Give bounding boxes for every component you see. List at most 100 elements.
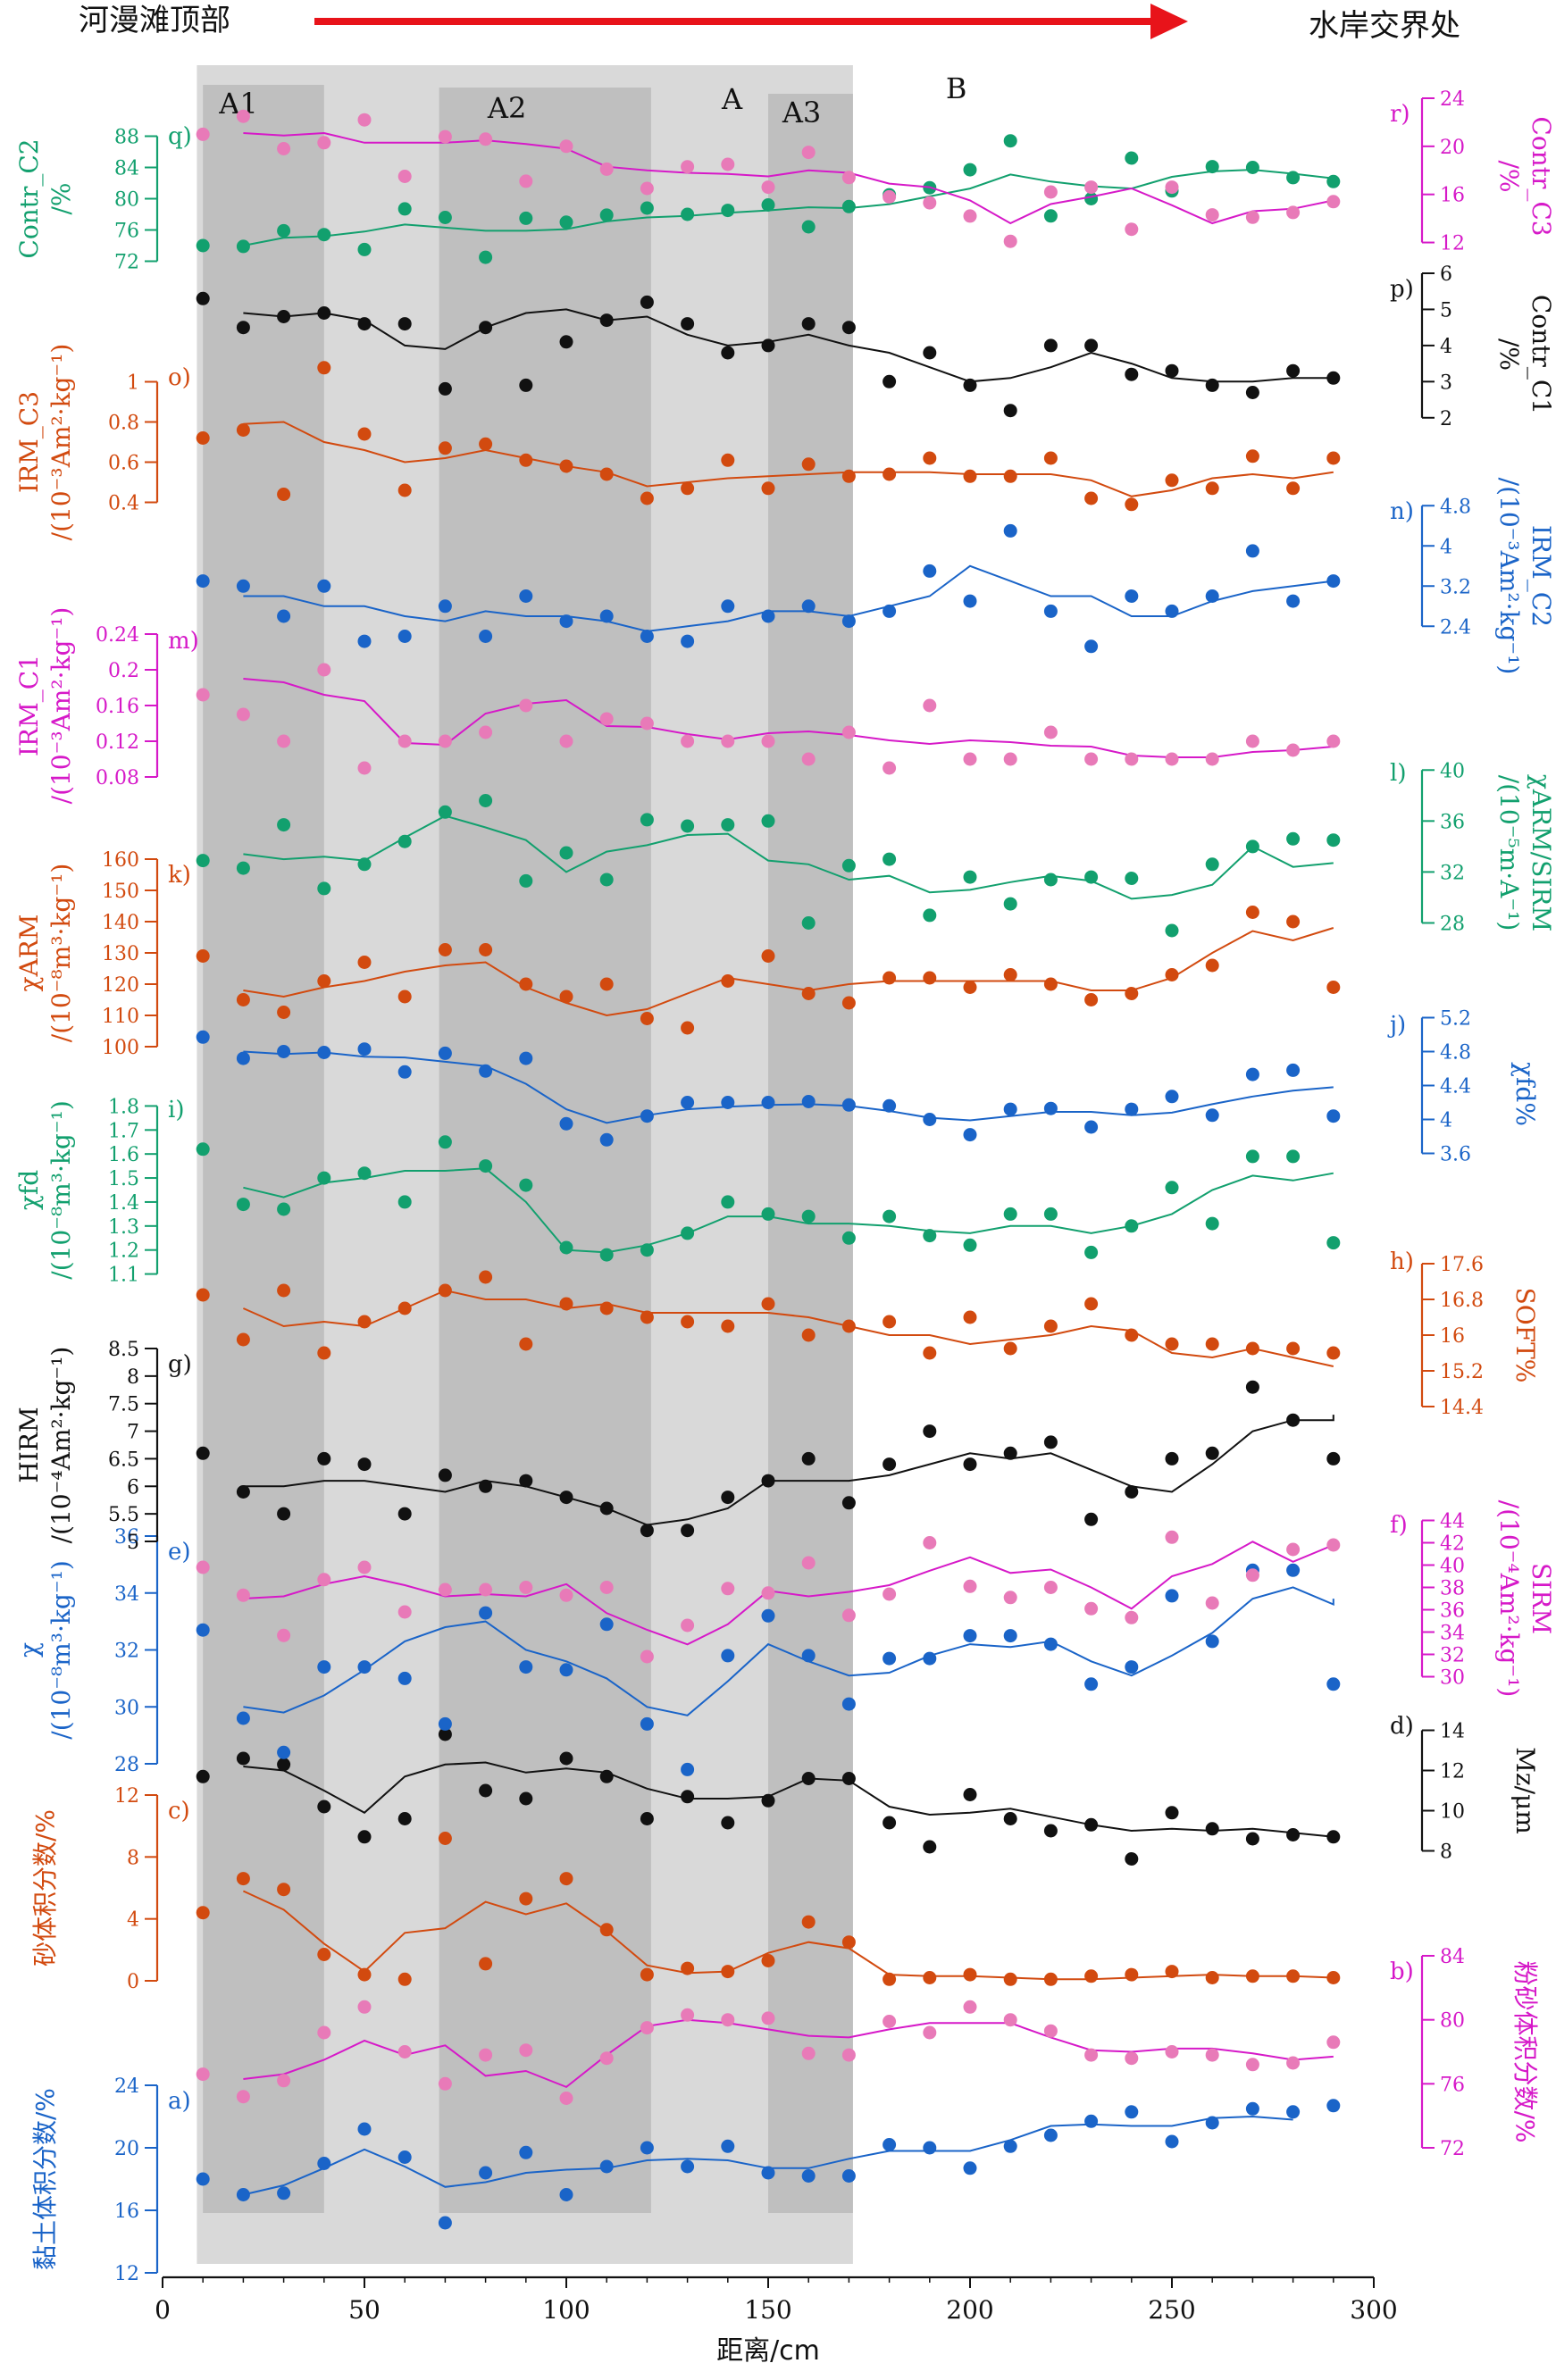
panel-c-point	[559, 1872, 573, 1886]
panel-l-point	[1245, 839, 1259, 854]
panel-q-point	[519, 211, 533, 225]
panel-m-point	[1125, 752, 1139, 766]
panel-p-point	[1165, 363, 1179, 378]
panel-i-point	[963, 1238, 977, 1252]
panel-g-point	[196, 1446, 210, 1460]
panel-m-point	[1286, 743, 1301, 757]
panel-o-point	[1286, 481, 1301, 496]
panel-p-letter: p)	[1390, 276, 1414, 303]
panel-g-point	[519, 1474, 533, 1488]
panel-m-point	[1326, 734, 1341, 748]
panel-d-point	[681, 1790, 695, 1804]
panel-r: 12 16 20 24 r) Contr_C3/%	[196, 88, 1556, 255]
panel-e-point	[1326, 1677, 1341, 1691]
panel-h-letter: h)	[1390, 1248, 1414, 1275]
panel-q-point	[963, 163, 977, 177]
panel-b-point	[1003, 2013, 1017, 2027]
panel-f-point	[599, 1581, 614, 1594]
panel-h-point	[963, 1310, 977, 1324]
panel-j-point	[963, 1128, 977, 1142]
panel-n-point	[1043, 604, 1058, 618]
panel-q-tick-label: 76	[114, 221, 139, 243]
panel-p-point	[196, 291, 210, 305]
panel-b-point	[1326, 2035, 1341, 2050]
panel-g-point	[1326, 1451, 1341, 1466]
panel-j-point	[1003, 1102, 1017, 1116]
panel-q-letter: q)	[168, 123, 192, 150]
panel-g-tick-label: 8	[127, 1366, 139, 1389]
panel-c-point	[883, 1972, 897, 1986]
panel-b-tick-label: 76	[1440, 2074, 1465, 2096]
panel-r-point	[963, 209, 977, 223]
panel-c-point	[923, 1971, 937, 1984]
panel-i-point	[277, 1202, 291, 1216]
panel-h-point	[1084, 1297, 1099, 1311]
panel-m-point	[236, 707, 250, 722]
panel-p-point	[681, 317, 695, 331]
panel-e-point	[1125, 1660, 1139, 1674]
panel-n-point	[761, 609, 775, 623]
panel-e-point	[841, 1697, 856, 1711]
panel-d-point	[1165, 1806, 1179, 1820]
panel-o-point	[1043, 451, 1058, 465]
panel-j-point	[317, 1046, 331, 1059]
panel-m-point	[397, 734, 412, 748]
panel-e-point	[236, 1711, 250, 1725]
panel-d-point	[640, 1812, 654, 1825]
panel-g-tick-label: 6	[127, 1476, 139, 1499]
panel-a-tick-label: 20	[114, 2138, 139, 2160]
panel-g-tick-label: 7.5	[108, 1394, 139, 1416]
panel-r-point	[883, 189, 897, 204]
panel-m-point	[1165, 752, 1179, 766]
panel-p-trend-line	[243, 308, 1334, 383]
panel-l-point	[640, 813, 654, 827]
panel-r-point	[1286, 205, 1301, 220]
panel-q-trend-line	[243, 169, 1334, 246]
panel-g-point	[1165, 1451, 1179, 1466]
panel-g-point	[963, 1457, 977, 1472]
panel-c-point	[963, 1967, 977, 1982]
panel-e-point	[357, 1660, 372, 1674]
panel-i-point	[1326, 1236, 1341, 1250]
panel-m-point	[681, 734, 695, 748]
panel-e-point	[1165, 1589, 1179, 1603]
panel-b-point	[1245, 2058, 1259, 2072]
panel-n-point	[640, 630, 654, 643]
panel-b-point	[519, 2043, 533, 2058]
panel-i-point	[801, 1209, 816, 1223]
panel-k-point	[721, 974, 735, 988]
panel-r-point	[599, 162, 614, 176]
panel-p-point	[317, 306, 331, 320]
panel-i-point	[761, 1207, 775, 1221]
panel-l-ylabel: χARM/SIRM	[1527, 774, 1556, 931]
panel-o-point	[317, 361, 331, 375]
panel-n-point	[1165, 604, 1179, 618]
panel-c-point	[640, 1967, 654, 1982]
panel-a-tick-label: 16	[114, 2200, 139, 2223]
panel-h-ylabel: SOFT%	[1510, 1288, 1540, 1383]
panel-m-point	[317, 663, 331, 677]
panel-i-tick-label: 1.3	[108, 1216, 139, 1239]
panel-d-point	[519, 1791, 533, 1806]
panel-h-point	[236, 1332, 250, 1347]
panel-b-trend-line	[243, 2018, 1334, 2089]
panel-o-point	[801, 457, 816, 472]
panel-e-point	[721, 1649, 735, 1663]
panel-c: 0 4 8 12 c) 砂体积分数/%	[30, 1785, 1341, 1993]
panel-k-point	[438, 943, 452, 956]
panel-g-tick-label: 7	[127, 1422, 139, 1444]
panel-p-point	[479, 321, 493, 335]
panel-o-point	[236, 423, 250, 437]
panel-f-point	[923, 1536, 937, 1549]
panel-g-point	[559, 1491, 573, 1505]
panel-c-point	[1245, 1969, 1259, 1983]
panel-k-point	[1165, 968, 1179, 981]
panel-h-point	[721, 1319, 735, 1333]
panel-o-point	[559, 459, 573, 473]
panel-c-point	[438, 1832, 452, 1845]
panel-p-point	[599, 313, 614, 328]
panel-i-point	[923, 1229, 937, 1243]
panel-d: 8 10 12 14 d) Mz/μm	[196, 1713, 1540, 1866]
panel-l-point	[599, 873, 614, 887]
